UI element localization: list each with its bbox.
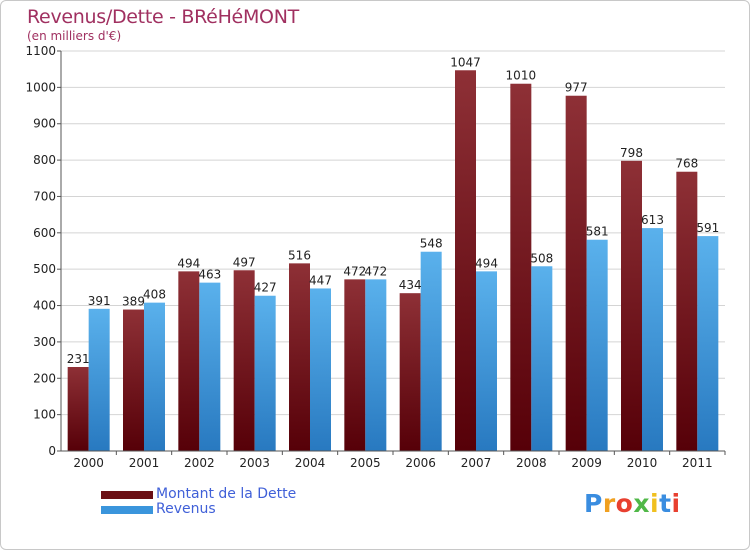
bar-dette <box>289 263 310 451</box>
value-label-dette: 472 <box>343 264 366 278</box>
bar-revenus <box>365 279 387 451</box>
x-tick-label: 2000 <box>73 456 104 470</box>
value-label-revenus: 391 <box>88 294 111 308</box>
logo-letter: i <box>650 489 660 518</box>
x-tick-label: 2007 <box>461 456 492 470</box>
y-tick-label: 700 <box>33 189 56 203</box>
legend-label-dette: Montant de la Dette <box>156 486 297 502</box>
x-tick-label: 2011 <box>682 456 713 470</box>
labels: 0 100 200 300 400 500 600 700 800 900 1000 1100 231 3… <box>25 44 719 470</box>
x-tick-label: 2010 <box>627 456 658 470</box>
y-tick-label: 1000 <box>25 80 56 94</box>
value-label-revenus: 463 <box>198 268 221 282</box>
y-tick-label: 500 <box>33 262 56 276</box>
x-tick-label: 2008 <box>516 456 547 470</box>
x-tick-label: 2003 <box>239 456 270 470</box>
y-tick-label: 1100 <box>25 44 56 58</box>
value-label-revenus: 591 <box>696 221 719 235</box>
bar-revenus <box>420 251 442 451</box>
bar-revenus <box>531 266 553 451</box>
value-label-dette: 798 <box>620 146 643 160</box>
value-label-dette: 497 <box>233 255 256 269</box>
bar-dette <box>676 171 698 451</box>
logo-letter: x <box>633 489 650 518</box>
value-label-dette: 434 <box>399 278 422 292</box>
bar-dette <box>565 95 587 452</box>
bar-dette <box>344 279 366 451</box>
bar-revenus <box>476 271 497 451</box>
value-label-revenus: 494 <box>475 256 498 270</box>
bar-dette <box>399 293 421 451</box>
value-label-revenus: 508 <box>530 251 553 265</box>
y-tick-label: 100 <box>33 408 56 422</box>
bar-dette <box>455 70 476 451</box>
value-label-revenus: 408 <box>143 288 166 302</box>
value-label-dette: 1047 <box>450 55 481 69</box>
axes <box>57 50 726 455</box>
bar-dette <box>67 367 89 451</box>
value-label-dette: 389 <box>122 295 145 309</box>
y-tick-label: 0 <box>48 444 56 458</box>
logo-letter: o <box>615 489 634 518</box>
bar-revenus <box>254 295 276 451</box>
x-tick-label: 2005 <box>350 456 381 470</box>
chart-title: Revenus/Dette - BRéHéMONT <box>27 6 299 28</box>
proxiti-logo: Proxiti <box>584 489 681 518</box>
chart-subtitle: (en milliers d'€) <box>27 29 122 43</box>
bar-dette <box>123 309 144 451</box>
grid-lines <box>61 50 725 452</box>
value-label-revenus: 447 <box>309 273 332 287</box>
value-label-dette: 231 <box>67 352 90 366</box>
value-label-revenus: 548 <box>420 237 443 251</box>
logo-letter: t <box>659 489 672 518</box>
x-tick-label: 2002 <box>184 456 215 470</box>
x-tick-label: 2009 <box>571 456 602 470</box>
bar-revenus <box>88 308 110 451</box>
bar-revenus <box>642 228 663 451</box>
y-tick-label: 200 <box>33 371 56 385</box>
x-tick-label: 2001 <box>129 456 160 470</box>
x-tick-label: 2006 <box>405 456 436 470</box>
value-label-revenus: 581 <box>586 225 609 239</box>
bar-revenus <box>310 288 331 451</box>
bar-dette <box>510 83 532 452</box>
bar-dette <box>178 271 200 451</box>
y-tick-label: 600 <box>33 226 56 240</box>
x-tick-label: 2004 <box>295 456 326 470</box>
value-label-dette: 768 <box>675 157 698 171</box>
y-tick-label: 300 <box>33 335 56 349</box>
logo-letter: r <box>602 489 616 518</box>
value-label-dette: 977 <box>565 81 588 95</box>
legend-label-revenus: Revenus <box>156 501 216 517</box>
y-tick-label: 400 <box>33 299 56 313</box>
bars <box>67 70 719 452</box>
value-label-dette: 516 <box>288 248 311 262</box>
bar-revenus <box>199 282 221 451</box>
bar-revenus <box>697 236 719 451</box>
value-label-revenus: 427 <box>254 281 277 295</box>
logo-letter: P <box>584 489 603 518</box>
value-label-dette: 494 <box>177 256 200 270</box>
logo-letter: i <box>671 489 681 518</box>
bar-revenus <box>586 239 608 451</box>
value-label-revenus: 613 <box>641 213 664 227</box>
legend-swatch-dette <box>101 491 153 499</box>
legend-swatch-revenus <box>101 506 153 514</box>
value-label-dette: 1010 <box>506 69 537 83</box>
y-tick-label: 800 <box>33 153 56 167</box>
value-label-revenus: 472 <box>364 264 387 278</box>
bar-revenus <box>144 302 165 451</box>
bar-dette <box>233 270 255 451</box>
bar-dette <box>621 160 642 451</box>
y-tick-label: 900 <box>33 117 56 131</box>
